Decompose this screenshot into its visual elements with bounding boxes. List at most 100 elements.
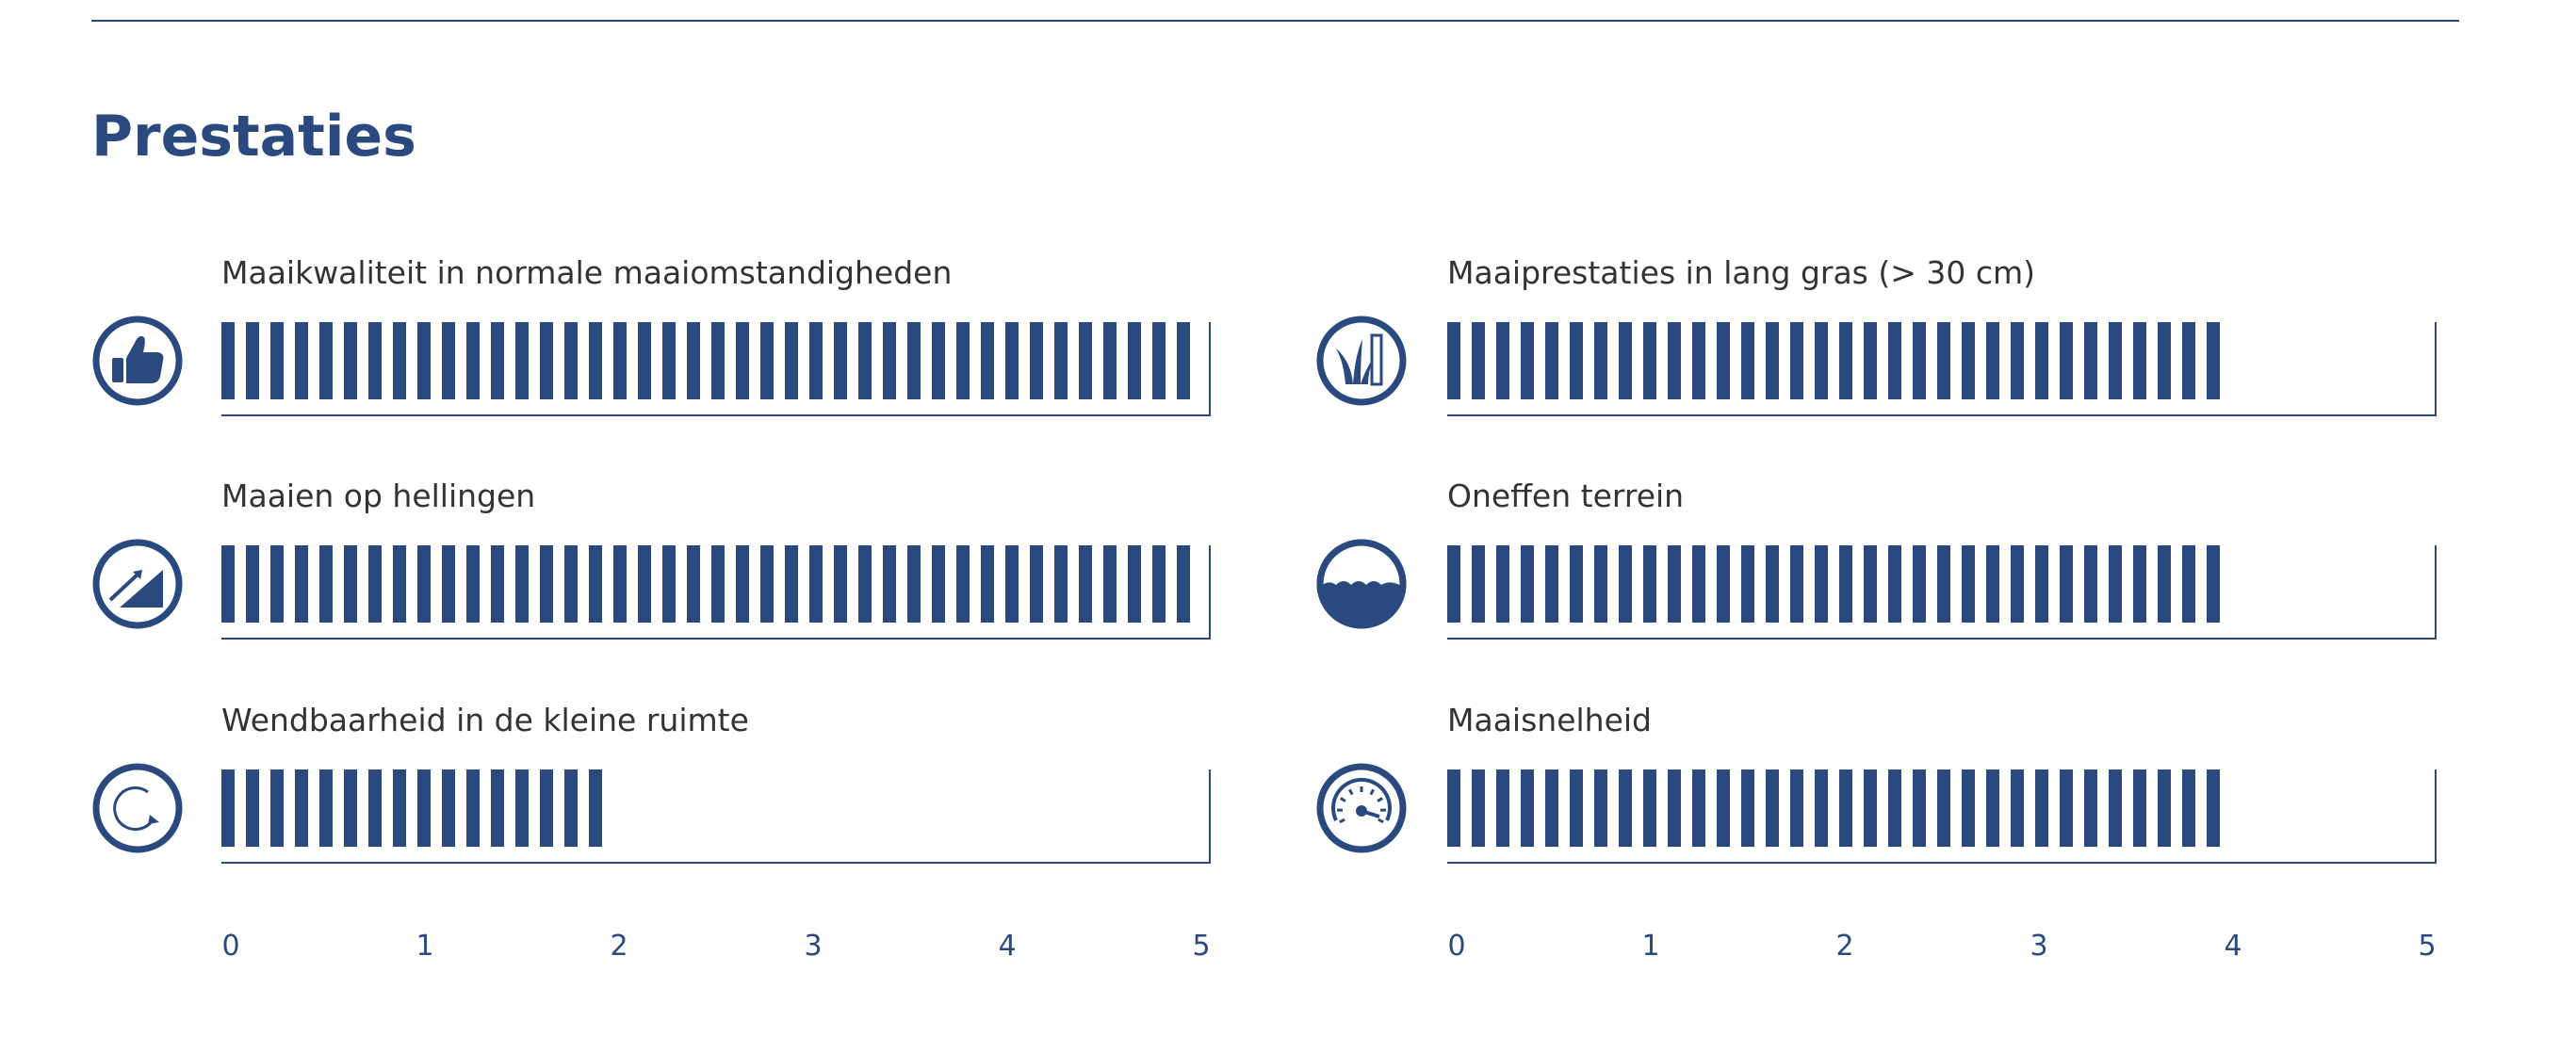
bar-segment	[1152, 322, 1166, 399]
bar-segment	[1717, 322, 1730, 399]
bar-segment	[368, 322, 382, 399]
bar-segment	[2158, 770, 2171, 847]
bar-segment	[393, 770, 406, 847]
bar-segment	[417, 322, 431, 399]
bar-segment	[2084, 770, 2097, 847]
bar-track	[221, 770, 1211, 864]
bar-segment	[1790, 322, 1803, 399]
row-label: Maaien op hellingen	[221, 478, 536, 514]
bar-segment	[736, 322, 749, 399]
bar-segment	[834, 545, 847, 623]
bar-segment	[393, 545, 406, 623]
bar-segment	[1496, 770, 1509, 847]
bar-segment	[1692, 770, 1705, 847]
bar-segment	[564, 545, 578, 623]
bar-segment	[2109, 322, 2122, 399]
axis-tick-label: 1	[416, 930, 434, 963]
bar-segment	[1030, 545, 1043, 623]
bar-segment	[589, 545, 602, 623]
bar-segment	[1496, 322, 1509, 399]
bar-segment	[1079, 322, 1092, 399]
bar-segment	[2011, 322, 2024, 399]
bar-segment	[858, 545, 872, 623]
row-label: Maaisnelheid	[1447, 702, 1652, 738]
bar-segment	[540, 545, 553, 623]
bar-segment	[466, 770, 480, 847]
bar-segment	[319, 322, 333, 399]
bar-segment	[442, 770, 455, 847]
bar-segment	[1545, 770, 1558, 847]
bar-segment	[393, 322, 406, 399]
bar-segment	[1054, 545, 1068, 623]
bar-segment	[246, 545, 259, 623]
bar-segment	[1692, 545, 1705, 623]
bar-segment	[2060, 770, 2073, 847]
bar-segment	[295, 770, 308, 847]
bar-segment	[907, 545, 921, 623]
bar-segment	[1447, 322, 1460, 399]
bar-segment	[638, 322, 651, 399]
bar-segment	[1962, 322, 1975, 399]
bar-segment	[1570, 770, 1583, 847]
bar-segment	[1177, 322, 1190, 399]
bar-segment	[1005, 322, 1019, 399]
bar-segment	[1643, 770, 1656, 847]
slope-icon	[92, 539, 183, 629]
bar-segment	[1839, 770, 1852, 847]
bar-segment	[1472, 545, 1485, 623]
bar-segment	[1913, 545, 1926, 623]
bar-segment	[270, 770, 284, 847]
bar-segment	[883, 545, 896, 623]
bar-segment	[932, 545, 945, 623]
bar-segment	[515, 322, 529, 399]
bar-segment	[1766, 545, 1779, 623]
bar-segment	[2060, 322, 2073, 399]
axis-tick-label: 5	[2418, 930, 2437, 963]
bar-segment	[687, 322, 700, 399]
bar-segment	[2035, 770, 2048, 847]
bar-segment	[466, 545, 480, 623]
bar-segment	[834, 322, 847, 399]
bar-segment	[2084, 545, 2097, 623]
row-label: Maaikwaliteit in normale maaiomstandighe…	[221, 254, 953, 291]
bar-segment	[540, 770, 553, 847]
bar-segment	[1472, 322, 1485, 399]
bar-segment	[2084, 322, 2097, 399]
bar-segment	[1815, 770, 1828, 847]
bar-segment	[2133, 545, 2146, 623]
bar-segment	[319, 770, 333, 847]
row-label: Wendbaarheid in de kleine ruimte	[221, 702, 749, 738]
bar-segment	[1521, 545, 1534, 623]
bar-segment	[2182, 770, 2195, 847]
bar-segment	[1962, 770, 1975, 847]
bar-segment	[221, 322, 235, 399]
bar-segment	[1692, 322, 1705, 399]
row-label: Maaiprestaties in lang gras (> 30 cm)	[1447, 254, 2036, 291]
axis-tick-label: 3	[804, 930, 823, 963]
page-title: Prestaties	[91, 104, 416, 170]
bar-segment	[809, 322, 823, 399]
bar-segment	[1864, 770, 1877, 847]
bar-segment	[1570, 545, 1583, 623]
bar-segment	[1594, 770, 1607, 847]
bar-segment	[1447, 770, 1460, 847]
bar-segment	[564, 770, 578, 847]
bar-segment	[760, 322, 774, 399]
bar-segment	[809, 545, 823, 623]
bar-segment	[589, 770, 602, 847]
bar-segment	[540, 322, 553, 399]
bar-track	[221, 545, 1211, 640]
bar-segment	[2133, 322, 2146, 399]
bar-segment	[1128, 322, 1141, 399]
axis-tick-label: 2	[1835, 930, 1854, 963]
bar-segment	[1986, 770, 1999, 847]
bar-segment	[1986, 545, 1999, 623]
bar-segment	[638, 545, 651, 623]
bar-segment	[1643, 322, 1656, 399]
bar-segment	[2182, 545, 2195, 623]
bar-segment	[1619, 322, 1632, 399]
bar-segment	[932, 322, 945, 399]
bar-segment	[1103, 322, 1117, 399]
bar-segment	[417, 545, 431, 623]
bar-segment	[1619, 770, 1632, 847]
